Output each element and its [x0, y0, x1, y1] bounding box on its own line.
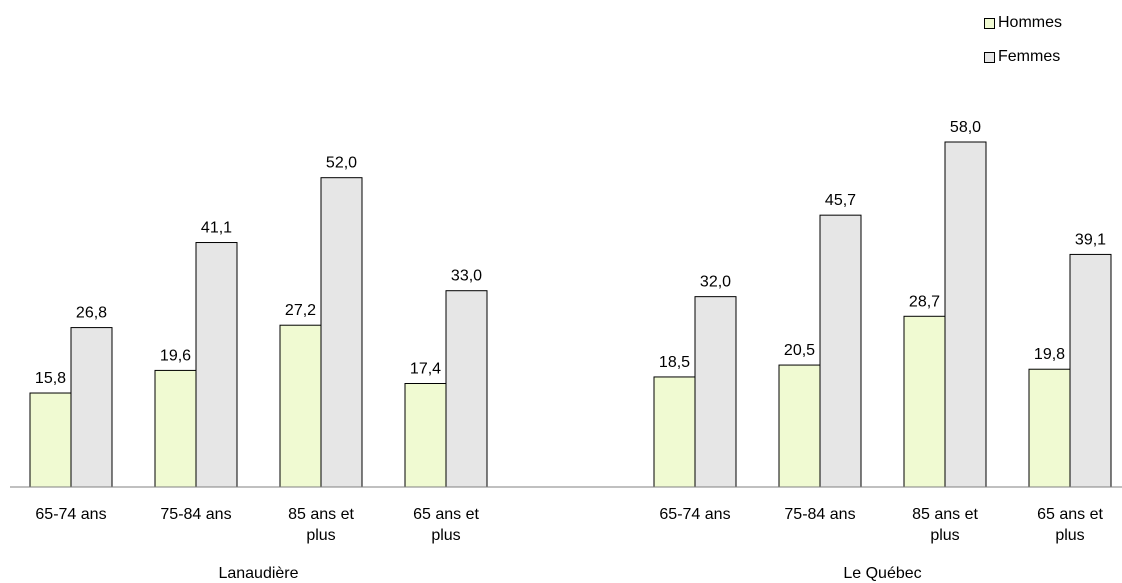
bar — [404, 383, 447, 488]
category-tick-label: 75-84 ans — [160, 506, 231, 523]
legend-item-femmes: Femmes — [984, 40, 1062, 74]
bar — [903, 315, 946, 488]
bar — [1069, 253, 1112, 488]
data-label: 33,0 — [451, 268, 482, 285]
chart-legend: Hommes Femmes — [984, 6, 1062, 74]
data-label: 15,8 — [35, 370, 66, 387]
group-label: Le Québec — [843, 565, 921, 582]
data-label: 45,7 — [825, 192, 856, 209]
category-tick-label: plus — [306, 527, 335, 544]
category-tick-label: plus — [930, 527, 959, 544]
bar — [653, 376, 696, 488]
category-tick-label: 85 ans et — [288, 506, 354, 523]
data-label: 52,0 — [326, 155, 357, 172]
data-label: 41,1 — [201, 220, 232, 237]
category-tick-label: 65-74 ans — [659, 506, 730, 523]
bar — [1028, 368, 1071, 488]
data-label: 18,5 — [659, 354, 690, 371]
bar — [694, 296, 737, 488]
category-tick-label: plus — [431, 527, 460, 544]
bar — [195, 242, 238, 488]
category-tick-label: plus — [1055, 527, 1084, 544]
data-label: 39,1 — [1075, 231, 1106, 248]
legend-item-hommes: Hommes — [984, 6, 1062, 40]
bar — [944, 141, 987, 488]
group-label: Lanaudière — [218, 565, 298, 582]
data-label: 26,8 — [76, 305, 107, 322]
bar — [70, 327, 113, 488]
legend-swatch-femmes — [984, 51, 995, 63]
bar — [819, 214, 862, 488]
data-label: 19,8 — [1034, 346, 1065, 363]
data-label: 28,7 — [909, 293, 940, 310]
data-label: 20,5 — [784, 342, 815, 359]
bar — [279, 324, 322, 488]
data-label: 32,0 — [700, 274, 731, 291]
legend-label-hommes: Hommes — [998, 14, 1063, 31]
legend-swatch-hommes — [984, 17, 995, 29]
category-tick-label: 65-74 ans — [35, 506, 106, 523]
bar — [29, 392, 72, 488]
category-tick-label: 85 ans et — [912, 506, 978, 523]
data-label: 19,6 — [160, 347, 191, 364]
data-label: 17,4 — [410, 361, 441, 378]
data-label: 58,0 — [950, 119, 981, 136]
legend-label-femmes: Femmes — [998, 48, 1061, 65]
data-label: 27,2 — [285, 302, 316, 319]
bar — [445, 290, 488, 488]
bar — [320, 177, 363, 488]
category-tick-label: 65 ans et — [1037, 506, 1103, 523]
category-tick-label: 65 ans et — [413, 506, 479, 523]
bar — [154, 369, 197, 488]
category-tick-label: 75-84 ans — [784, 506, 855, 523]
bar — [778, 364, 821, 488]
